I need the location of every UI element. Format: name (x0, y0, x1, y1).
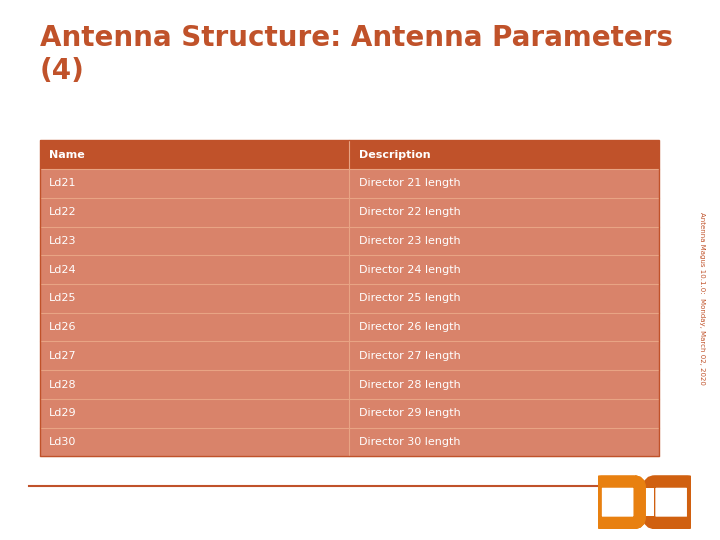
Bar (40, 255, 659, 284)
Text: Ld23: Ld23 (49, 236, 76, 246)
Text: Director 23 length: Director 23 length (359, 236, 460, 246)
Text: Ld28: Ld28 (49, 380, 76, 389)
Bar (40, 313, 659, 341)
Bar (40, 370, 659, 399)
Text: Antenna Structure: Antenna Parameters: Antenna Structure: Antenna Parameters (40, 24, 672, 52)
Bar (40, 140, 659, 169)
Text: Antenna Magus 10.1.0:  Monday, March 02, 2020: Antenna Magus 10.1.0: Monday, March 02, … (699, 212, 705, 385)
Text: Director 29 length: Director 29 length (359, 408, 460, 418)
Text: (4): (4) (40, 57, 84, 85)
Text: Director 27 length: Director 27 length (359, 351, 460, 361)
Bar (40, 399, 659, 428)
Bar (40, 169, 659, 198)
Bar (40, 428, 659, 456)
Text: Ld30: Ld30 (49, 437, 76, 447)
Text: Director 24 length: Director 24 length (359, 265, 460, 275)
Bar (40, 140, 659, 456)
Bar (635, 475, 691, 529)
Text: Director 25 length: Director 25 length (359, 293, 460, 303)
Text: Ld26: Ld26 (49, 322, 76, 332)
Bar (40, 284, 659, 313)
Text: Ld24: Ld24 (49, 265, 76, 275)
Text: Director 22 length: Director 22 length (359, 207, 460, 217)
Text: Ld21: Ld21 (49, 179, 76, 188)
Text: Ld29: Ld29 (49, 408, 76, 418)
Bar (40, 341, 659, 370)
Bar (40, 198, 659, 227)
Text: Name: Name (49, 150, 85, 160)
Text: Director 21 length: Director 21 length (359, 179, 460, 188)
Text: Director 30 length: Director 30 length (359, 437, 460, 447)
Text: Description: Description (359, 150, 430, 160)
Text: Ld27: Ld27 (49, 351, 76, 361)
Text: Director 26 length: Director 26 length (359, 322, 460, 332)
Text: Director 28 length: Director 28 length (359, 380, 460, 389)
Bar (635, 488, 654, 516)
Text: Ld22: Ld22 (49, 207, 76, 217)
Text: Ld25: Ld25 (49, 293, 76, 303)
Bar (40, 227, 659, 255)
